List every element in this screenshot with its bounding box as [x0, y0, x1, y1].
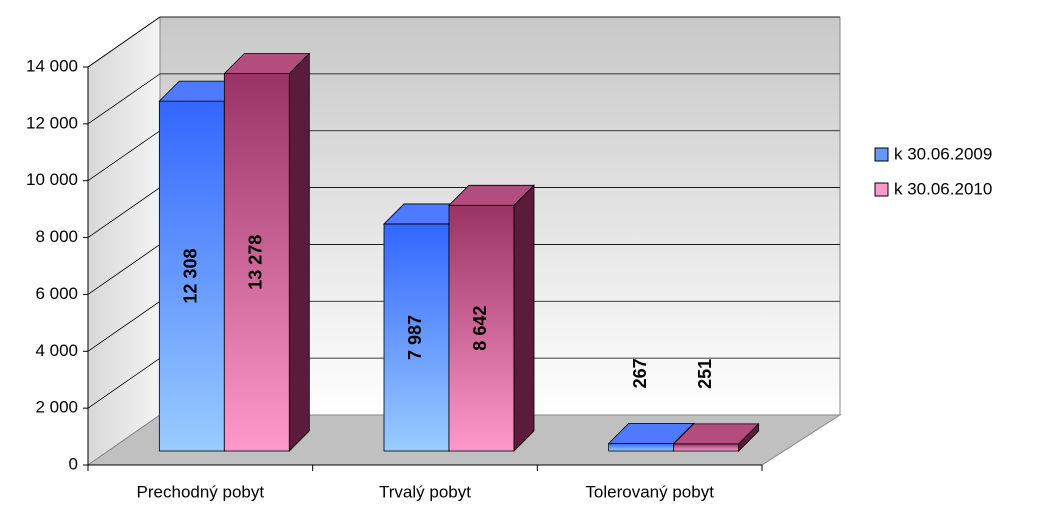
- value-label: 8 642: [470, 306, 490, 351]
- y-tick-label: 4 000: [35, 341, 78, 360]
- legend-label: k 30.06.2010: [894, 179, 992, 198]
- y-tick-label: 0: [69, 454, 78, 473]
- y-tick-label: 14 000: [26, 56, 78, 75]
- value-label: 7 987: [405, 315, 425, 360]
- bar-side: [513, 184, 535, 452]
- bar-front: [673, 443, 740, 452]
- grid-line: [87, 16, 840, 68]
- bar-side: [738, 422, 760, 452]
- bar: [223, 52, 311, 452]
- value-label: 267: [630, 358, 650, 388]
- value-label: 12 308: [181, 249, 201, 304]
- x-tick-label: Trvalý pobyt: [379, 482, 471, 501]
- legend-swatch: [874, 147, 889, 162]
- y-tick-label: 12 000: [26, 113, 78, 132]
- x-tick-label: Tolerovaný pobyt: [585, 482, 714, 501]
- y-tick-label: 8 000: [35, 227, 78, 246]
- value-label: 251: [695, 359, 715, 389]
- x-tick-label: Prechodný pobyt: [137, 482, 265, 501]
- value-label: 13 278: [246, 235, 266, 290]
- bar: [448, 184, 535, 452]
- side-wall: [87, 16, 161, 466]
- legend-label: k 30.06.2009: [894, 144, 992, 163]
- y-tick-label: 2 000: [35, 398, 78, 417]
- bar: [672, 422, 760, 452]
- grid-line: [87, 73, 840, 125]
- legend-swatch: [874, 182, 889, 197]
- bar-front: [158, 100, 225, 452]
- y-tick-label: 10 000: [26, 170, 78, 189]
- bar-front: [608, 443, 675, 452]
- y-tick-label: 6 000: [35, 284, 78, 303]
- bar-side: [288, 52, 310, 452]
- bar-front: [223, 73, 290, 452]
